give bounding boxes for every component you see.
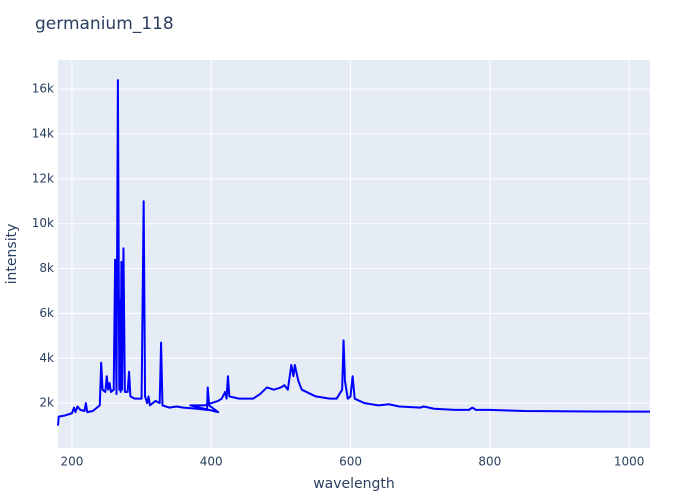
- y-tick-label: 14k: [32, 127, 54, 141]
- x-tick-label: 600: [339, 455, 362, 469]
- y-axis-label: intensity: [4, 224, 20, 285]
- y-tick-label: 12k: [32, 171, 54, 185]
- x-axis-label: wavelength: [313, 476, 395, 492]
- x-tick-label: 800: [478, 455, 501, 469]
- y-tick-label: 6k: [39, 306, 54, 320]
- y-tick-label: 10k: [32, 216, 54, 230]
- y-tick-label: 2k: [39, 396, 54, 410]
- chart-title: germanium_118: [35, 14, 174, 34]
- y-tick-label: 8k: [39, 261, 54, 275]
- x-tick-label: 400: [200, 455, 223, 469]
- x-tick-label: 200: [60, 455, 83, 469]
- data-line: [57, 79, 651, 426]
- x-tick-label: 1000: [614, 455, 645, 469]
- y-tick-label: 16k: [32, 82, 54, 96]
- y-tick-label: 4k: [39, 351, 54, 365]
